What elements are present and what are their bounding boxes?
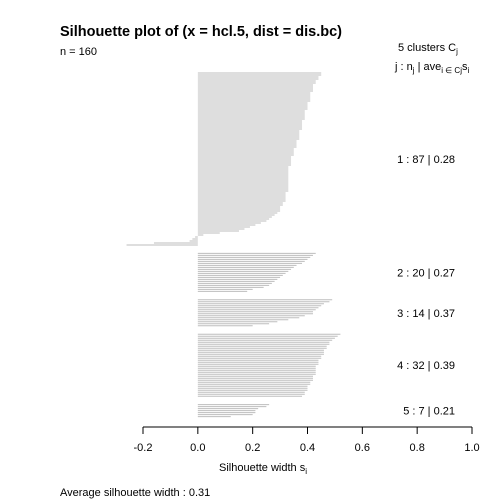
clusters-header-sub: j xyxy=(455,47,458,56)
cluster-label-1: 1 : 87 | 0.28 xyxy=(397,154,455,166)
info-header: j : nj | avei ∈ Cjsi xyxy=(394,61,469,75)
x-axis: -0.2 0.0 0.2 0.4 0.6 0.8 1.0 xyxy=(134,426,480,454)
x-axis-label-main: Silhouette width s xyxy=(219,462,306,474)
info-header-j-sub: j xyxy=(412,66,415,75)
x-axis-label-sub: i xyxy=(305,467,307,476)
x-tick-label: 0.8 xyxy=(410,442,425,454)
silhouette-bars xyxy=(126,72,341,418)
info-header-j: j : n xyxy=(394,61,413,73)
clusters-header: 5 clusters Cj xyxy=(398,42,458,56)
average-silhouette-label: Average silhouette width : 0.31 xyxy=(60,487,210,499)
info-header-sep: | ave xyxy=(415,61,442,73)
chart-title: Silhouette plot of (x = hcl.5, dist = di… xyxy=(60,24,342,40)
cluster-label-2: 2 : 20 | 0.27 xyxy=(397,267,455,279)
x-axis-label: Silhouette width si xyxy=(219,462,307,476)
clusters-header-main: 5 clusters C xyxy=(398,42,456,54)
x-tick-label: 0.6 xyxy=(355,442,370,454)
x-tick-label: 0.4 xyxy=(300,442,315,454)
info-header-ave-sub: i ∈ Cj xyxy=(441,66,462,75)
x-tick-label: 0.0 xyxy=(190,442,205,454)
x-tick-label: 1.0 xyxy=(464,442,479,454)
x-axis-ticks: -0.2 0.0 0.2 0.4 0.6 0.8 1.0 xyxy=(134,427,480,454)
info-header-s: s xyxy=(462,61,468,73)
cluster-label-3: 3 : 14 | 0.37 xyxy=(397,308,455,320)
cluster-label-4: 4 : 32 | 0.39 xyxy=(397,360,455,372)
n-label: n = 160 xyxy=(60,46,97,58)
cluster-label-5: 5 : 7 | 0.21 xyxy=(403,406,455,418)
x-tick-label: -0.2 xyxy=(134,442,153,454)
info-header-s-sub: i xyxy=(467,66,469,75)
x-tick-label: 0.2 xyxy=(245,442,260,454)
cluster-labels: 1 : 87 | 0.28 2 : 20 | 0.27 3 : 14 | 0.37 4… xyxy=(397,154,455,418)
